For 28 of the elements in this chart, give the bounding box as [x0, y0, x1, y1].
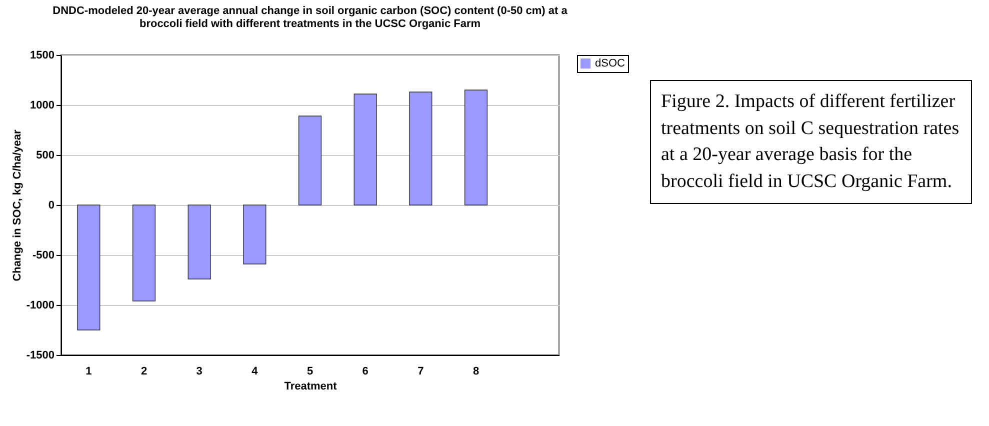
x-tick-label: 2 [140, 366, 148, 378]
y-tick-label: -1500 [26, 350, 54, 362]
x-tick-label: 1 [86, 366, 92, 378]
x-tick-label: 5 [306, 366, 314, 378]
y-tick-label: 500 [36, 150, 54, 162]
y-axis-title: Change in SOC, kg C/ha/year [11, 128, 24, 282]
x-tick-label: 4 [252, 366, 259, 378]
bar [464, 90, 488, 206]
y-tick-label: 1000 [30, 100, 54, 112]
x-tick-label: 6 [362, 366, 368, 378]
bar [354, 94, 377, 206]
x-tick-label: 7 [418, 366, 424, 378]
legend-label: dSOC [595, 58, 626, 70]
x-axis-title: Treatment [284, 380, 338, 392]
y-tick-label: -500 [32, 250, 54, 262]
y-tick-label: -1000 [26, 300, 54, 312]
chart-title: DNDC-modeled 20-year average annual change in soil organic carbon (SOC) content (0-50 cm) at a broccoli field with different treatments in the UCSC Organic Farm [52, 5, 568, 30]
bar [132, 204, 156, 302]
y-tick-label: 1500 [30, 50, 54, 62]
bar [298, 116, 322, 206]
y-tick-label: 0 [48, 200, 54, 212]
x-tick-label: 3 [196, 366, 202, 378]
caption: Figure 2. Impacts of different fertilizer treatments on soil C sequestration rates at a 20-year average basis for the broccoli field in UCSC Organic Farm. [650, 80, 972, 204]
x-tick-label: 8 [472, 366, 480, 378]
bar [188, 204, 211, 280]
bar [409, 92, 432, 206]
bar [77, 204, 100, 330]
bar [243, 204, 266, 264]
